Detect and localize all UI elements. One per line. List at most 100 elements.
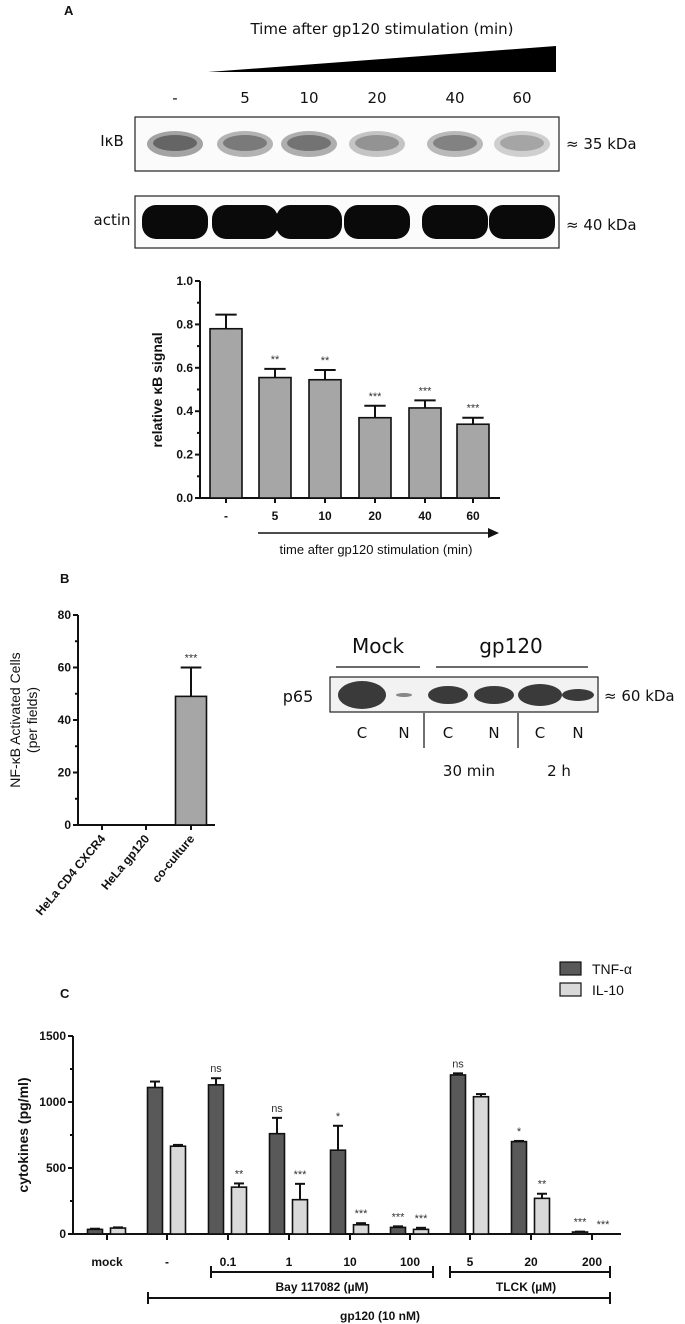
chart-b-ylabel-line2: (per fields) xyxy=(24,687,40,753)
lane-label: N xyxy=(398,724,409,742)
x-tick-label: co-culture xyxy=(149,832,197,886)
significance-label: ns xyxy=(452,1058,464,1070)
y-tick-label: 1000 xyxy=(39,1095,66,1109)
p65-band xyxy=(338,681,386,709)
y-tick-label: 0.6 xyxy=(176,361,193,375)
y-tick-label: 0.2 xyxy=(176,448,193,462)
y-tick-label: 0.0 xyxy=(176,491,193,505)
y-tick-label: 0 xyxy=(59,1227,66,1241)
x-tick-label: 10 xyxy=(318,509,332,523)
panel-label-a: A xyxy=(64,3,74,18)
x-tick-label: HeLa CD4 CXCR4 xyxy=(33,832,109,918)
panel-label-b: B xyxy=(60,571,69,586)
blot-a-lane-labels: - 5 10 20 40 60 xyxy=(172,89,531,107)
p65-band xyxy=(562,689,594,701)
p65-band xyxy=(474,686,514,704)
significance-label: *** xyxy=(415,1213,429,1225)
significance-label: *** xyxy=(597,1219,611,1231)
chart-a: 0.0 0.2 0.4 0.6 0.8 1.0 - ** 5 ** 10 *** 20 *** 40 *** 6… xyxy=(176,274,500,523)
bracket-label-gp120: gp120 (10 nM) xyxy=(340,1309,420,1323)
significance-label: ** xyxy=(271,354,280,366)
ikb-band xyxy=(494,131,550,157)
bar xyxy=(412,1228,430,1235)
actin-band xyxy=(489,205,555,239)
lane-label: 60 xyxy=(512,89,531,107)
lane-label: 10 xyxy=(299,89,318,107)
ikb-band-core xyxy=(153,135,197,151)
significance-label: *** xyxy=(467,403,481,415)
blot-size-p65: ≈ 60 kDa xyxy=(604,687,675,705)
bay-bracket xyxy=(210,1266,434,1278)
significance-label: ns xyxy=(271,1103,283,1115)
time-arrow-head-icon xyxy=(488,528,499,538)
lane-label: C xyxy=(443,724,453,742)
significance-label: ** xyxy=(321,355,330,367)
bar xyxy=(456,423,490,499)
bar xyxy=(408,407,442,499)
chart-b-ylabel-line1: NF-κB Activated Cells xyxy=(7,652,23,787)
bar xyxy=(449,1074,467,1235)
bar xyxy=(510,1140,528,1235)
x-tick-label: 10 xyxy=(343,1255,357,1269)
bar xyxy=(291,1198,309,1235)
significance-label: ** xyxy=(235,1168,244,1180)
significance-label: ** xyxy=(538,1179,547,1191)
x-tick-label: - xyxy=(165,1255,169,1269)
ikb-band-core xyxy=(355,135,399,151)
bar xyxy=(268,1132,286,1235)
ikb-band-core xyxy=(287,135,331,151)
bar xyxy=(169,1145,187,1235)
significance-label: * xyxy=(336,1111,341,1123)
ikb-band xyxy=(147,131,203,157)
y-tick-label: 0 xyxy=(64,818,71,832)
y-tick-label: 20 xyxy=(58,766,72,780)
significance-label: *** xyxy=(185,653,199,665)
bar xyxy=(308,378,342,499)
bar xyxy=(174,695,208,826)
panel-label-c: C xyxy=(60,986,70,1001)
blot-row-label-actin: actin xyxy=(94,211,131,229)
significance-label: *** xyxy=(419,385,433,397)
x-tick-label: 100 xyxy=(400,1255,420,1269)
x-tick-label: 5 xyxy=(467,1255,474,1269)
x-tick-label: 20 xyxy=(368,509,382,523)
actin-band xyxy=(422,205,488,239)
bar xyxy=(358,416,392,499)
ikb-band xyxy=(281,131,337,157)
significance-label: * xyxy=(517,1126,522,1138)
significance-label: *** xyxy=(369,391,383,403)
blot-ikb xyxy=(134,116,560,172)
chart-c-ylabel: cytokines (pg/ml) xyxy=(15,1077,31,1192)
ikb-bands xyxy=(147,131,550,157)
x-tick-label: 60 xyxy=(466,509,480,523)
gp120-dose-bracket xyxy=(147,1292,611,1304)
bar xyxy=(258,376,292,499)
blot-size-actin: ≈ 40 kDa xyxy=(566,216,637,234)
lane-label: 20 xyxy=(367,89,386,107)
actin-bands xyxy=(142,205,555,239)
bar xyxy=(389,1226,407,1235)
x-tick-label: 40 xyxy=(418,509,432,523)
bar xyxy=(207,1084,225,1235)
blot-b-group-gp120: gp120 xyxy=(479,634,543,658)
actin-band xyxy=(276,205,342,239)
legend-label-tnf: TNF-α xyxy=(592,961,632,977)
x-tick-label: 20 xyxy=(524,1255,538,1269)
bar xyxy=(209,327,243,499)
blot-size-ikb: ≈ 35 kDa xyxy=(566,135,637,153)
significance-label: *** xyxy=(392,1211,406,1223)
chart-a-xlabel: time after gp120 stimulation (min) xyxy=(280,542,473,557)
legend-label-il10: IL-10 xyxy=(592,982,624,998)
blot-a-title: Time after gp120 stimulation (min) xyxy=(249,20,513,38)
bar xyxy=(146,1086,164,1235)
y-tick-label: 1500 xyxy=(39,1029,66,1043)
significance-label: *** xyxy=(294,1169,308,1181)
blot-row-label-p65: p65 xyxy=(283,687,314,706)
p65-band xyxy=(428,686,468,704)
ikb-band xyxy=(217,131,273,157)
p65-band xyxy=(396,693,412,697)
significance-label: *** xyxy=(574,1217,588,1229)
